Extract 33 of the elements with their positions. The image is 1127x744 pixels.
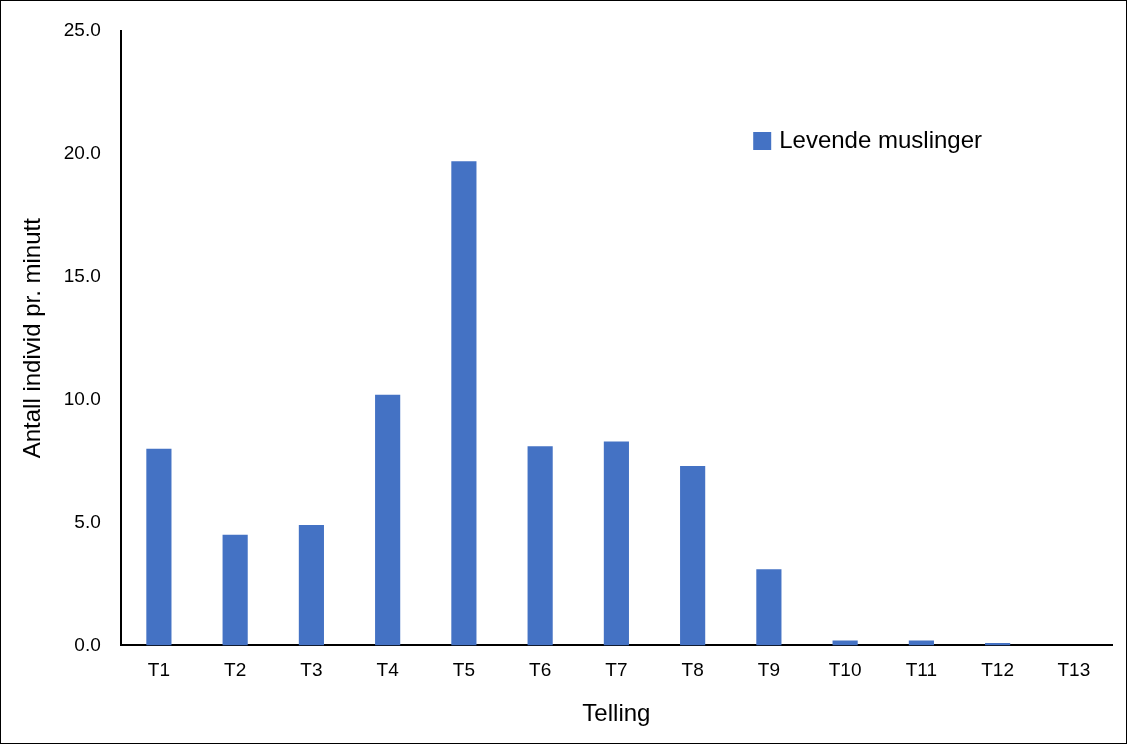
bar	[375, 394, 401, 646]
x-tick-label: T3	[300, 659, 323, 681]
x-tick-label: T4	[376, 659, 400, 681]
bar	[603, 441, 629, 646]
y-tick-label: 10.0	[63, 387, 101, 409]
x-tick-label: T1	[147, 659, 170, 681]
bar	[680, 466, 706, 646]
x-tick-label: T12	[981, 659, 1014, 681]
x-tick-label: T13	[1057, 659, 1091, 681]
x-tick-label: T11	[905, 659, 938, 681]
x-tick-label: T10	[828, 659, 862, 681]
bar	[451, 161, 477, 646]
bar	[146, 448, 172, 646]
y-tick-label: 5.0	[74, 510, 101, 532]
y-tick-label: 25.0	[63, 19, 101, 41]
y-tick-label: 20.0	[63, 142, 101, 164]
legend-label: Levende muslinger	[779, 125, 983, 153]
bar	[222, 534, 248, 646]
bar	[832, 640, 858, 646]
x-axis-title: Telling	[582, 699, 651, 727]
y-tick-label: 0.0	[74, 633, 101, 655]
x-tick-label: T6	[529, 659, 552, 681]
bar	[908, 640, 934, 646]
x-tick-label: T7	[605, 659, 628, 681]
x-tick-label: T8	[681, 659, 704, 681]
x-tick-label: T5	[452, 659, 475, 681]
y-axis-title: Antall individ pr. minutt	[18, 217, 46, 459]
x-tick-label: T2	[224, 659, 247, 681]
x-tick-label: T9	[757, 659, 780, 681]
bar	[298, 524, 324, 646]
bar	[756, 569, 782, 646]
y-tick-label: 15.0	[63, 264, 101, 286]
bar	[527, 446, 553, 646]
